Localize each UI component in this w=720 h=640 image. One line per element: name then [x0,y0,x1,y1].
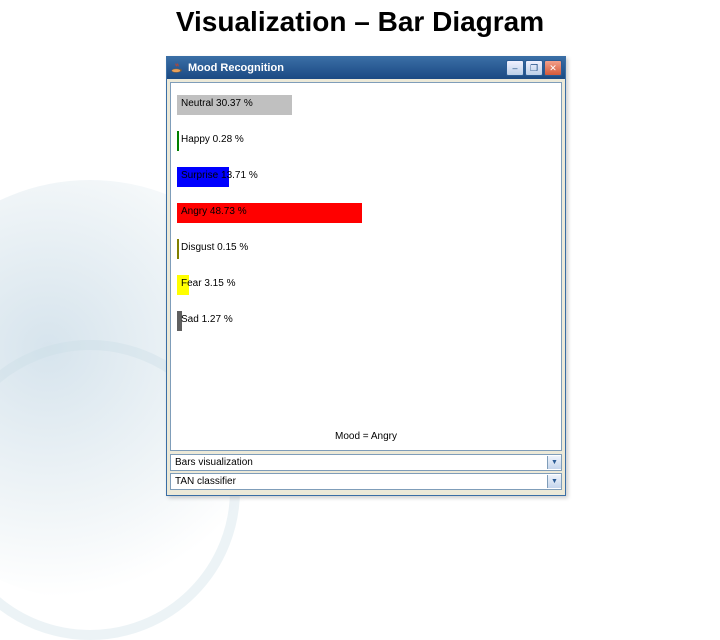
titlebar[interactable]: Mood Recognition – ❐ ✕ [167,57,565,79]
bar-happy [177,131,179,151]
bar-chart: Neutral 30.37 % Happy 0.28 % Surprise 13… [171,83,561,422]
bar-label: Neutral 30.37 % [181,98,253,109]
bar-row: Fear 3.15 % [177,271,555,305]
bar-row: Angry 48.73 % [177,199,555,233]
bar-label: Happy 0.28 % [181,134,244,145]
window-title: Mood Recognition [188,62,505,74]
bar-label: Angry 48.73 % [181,206,247,217]
result-text: Mood = Angry [171,431,561,442]
bar-label: Surprise 13.71 % [181,170,258,181]
classifier-select[interactable]: TAN classifier ▼ [170,473,562,490]
bar-label: Sad 1.27 % [181,314,233,325]
bar-label: Disgust 0.15 % [181,242,248,253]
chevron-down-icon: ▼ [547,475,561,488]
visualization-select[interactable]: Bars visualization ▼ [170,454,562,471]
visualization-select-value: Bars visualization [175,457,547,468]
bar-row: Sad 1.27 % [177,307,555,341]
bar-row: Neutral 30.37 % [177,91,555,125]
close-button[interactable]: ✕ [544,60,562,76]
app-window: Mood Recognition – ❐ ✕ Neutral 30.37 % H… [166,56,566,496]
chevron-down-icon: ▼ [547,456,561,469]
bar-row: Happy 0.28 % [177,127,555,161]
client-area: Neutral 30.37 % Happy 0.28 % Surprise 13… [170,82,562,451]
minimize-button[interactable]: – [506,60,524,76]
slide-title: Visualization – Bar Diagram [0,6,720,38]
bottom-panel: Bars visualization ▼ TAN classifier ▼ [170,454,562,492]
bar-disgust [177,239,179,259]
maximize-button[interactable]: ❐ [525,60,543,76]
java-cup-icon [170,61,184,75]
bar-row: Surprise 13.71 % [177,163,555,197]
bar-label: Fear 3.15 % [181,278,235,289]
classifier-select-value: TAN classifier [175,476,547,487]
bar-row: Disgust 0.15 % [177,235,555,269]
